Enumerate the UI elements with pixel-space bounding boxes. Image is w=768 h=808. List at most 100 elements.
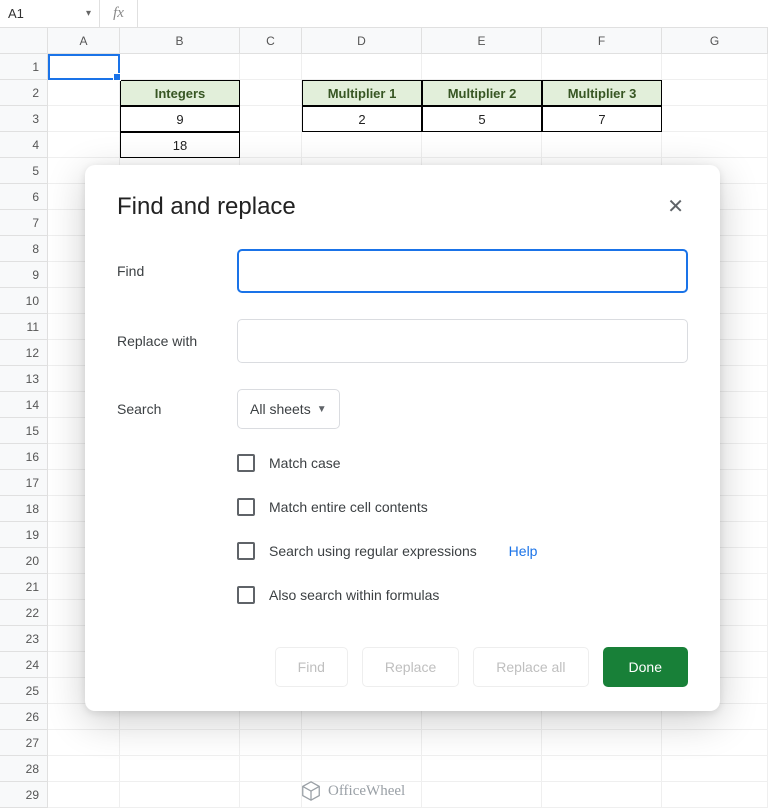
check-match-case[interactable] xyxy=(237,454,255,472)
cell-C3[interactable] xyxy=(240,106,302,132)
corner-select-all[interactable] xyxy=(0,28,48,54)
cell-C29[interactable] xyxy=(240,782,302,808)
cell-A29[interactable] xyxy=(48,782,120,808)
cell-B29[interactable] xyxy=(120,782,240,808)
row-header-24[interactable]: 24 xyxy=(0,652,48,678)
cell-D3[interactable]: 2 xyxy=(302,106,422,132)
cell-B3[interactable]: 9 xyxy=(120,106,240,132)
cell-A2[interactable] xyxy=(48,80,120,106)
cell-G29[interactable] xyxy=(662,782,768,808)
cell-G2[interactable] xyxy=(662,80,768,106)
cell-A4[interactable] xyxy=(48,132,120,158)
col-header-C[interactable]: C xyxy=(240,28,302,54)
done-button[interactable]: Done xyxy=(603,647,688,687)
row-header-20[interactable]: 20 xyxy=(0,548,48,574)
col-header-D[interactable]: D xyxy=(302,28,422,54)
row-header-8[interactable]: 8 xyxy=(0,236,48,262)
row-header-9[interactable]: 9 xyxy=(0,262,48,288)
row-header-6[interactable]: 6 xyxy=(0,184,48,210)
cell-C28[interactable] xyxy=(240,756,302,782)
close-icon[interactable]: ✕ xyxy=(663,193,688,221)
row-header-2[interactable]: 2 xyxy=(0,80,48,106)
cell-E27[interactable] xyxy=(422,730,542,756)
row-header-11[interactable]: 11 xyxy=(0,314,48,340)
name-box[interactable]: A1 ▾ xyxy=(0,0,100,27)
cell-C1[interactable] xyxy=(240,54,302,80)
cell-F4[interactable] xyxy=(542,132,662,158)
cell-E28[interactable] xyxy=(422,756,542,782)
row-header-27[interactable]: 27 xyxy=(0,730,48,756)
row-header-12[interactable]: 12 xyxy=(0,340,48,366)
cell-D4[interactable] xyxy=(302,132,422,158)
cell-E3[interactable]: 5 xyxy=(422,106,542,132)
cell-F2[interactable]: Multiplier 3 xyxy=(542,80,662,106)
cell-F27[interactable] xyxy=(542,730,662,756)
cell-A27[interactable] xyxy=(48,730,120,756)
row-header-14[interactable]: 14 xyxy=(0,392,48,418)
row-header-25[interactable]: 25 xyxy=(0,678,48,704)
check-regex[interactable] xyxy=(237,542,255,560)
cell-G27[interactable] xyxy=(662,730,768,756)
col-header-E[interactable]: E xyxy=(422,28,542,54)
row-header-29[interactable]: 29 xyxy=(0,782,48,808)
cell-F3[interactable]: 7 xyxy=(542,106,662,132)
col-header-G[interactable]: G xyxy=(662,28,768,54)
row-header-3[interactable]: 3 xyxy=(0,106,48,132)
col-header-F[interactable]: F xyxy=(542,28,662,54)
row-header-16[interactable]: 16 xyxy=(0,444,48,470)
cell-D1[interactable] xyxy=(302,54,422,80)
row-header-1[interactable]: 1 xyxy=(0,54,48,80)
cell-G28[interactable] xyxy=(662,756,768,782)
cell-F1[interactable] xyxy=(542,54,662,80)
cell-C2[interactable] xyxy=(240,80,302,106)
check-match-entire[interactable] xyxy=(237,498,255,516)
cell-E4[interactable] xyxy=(422,132,542,158)
cell-F28[interactable] xyxy=(542,756,662,782)
cell-E2[interactable]: Multiplier 2 xyxy=(422,80,542,106)
cell-B1[interactable] xyxy=(120,54,240,80)
formula-input[interactable] xyxy=(138,0,768,27)
cell-A3[interactable] xyxy=(48,106,120,132)
row-header-7[interactable]: 7 xyxy=(0,210,48,236)
regex-help-link[interactable]: Help xyxy=(509,543,538,559)
col-header-A[interactable]: A xyxy=(48,28,120,54)
cell-D27[interactable] xyxy=(302,730,422,756)
cell-C4[interactable] xyxy=(240,132,302,158)
row-header-26[interactable]: 26 xyxy=(0,704,48,730)
cell-B4[interactable]: 18 xyxy=(120,132,240,158)
replace-input[interactable] xyxy=(237,319,688,363)
check-formulas[interactable] xyxy=(237,586,255,604)
cell-G4[interactable] xyxy=(662,132,768,158)
row-header-4[interactable]: 4 xyxy=(0,132,48,158)
cell-G1[interactable] xyxy=(662,54,768,80)
row-header-15[interactable]: 15 xyxy=(0,418,48,444)
replace-all-button[interactable]: Replace all xyxy=(473,647,588,687)
row-header-10[interactable]: 10 xyxy=(0,288,48,314)
row-header-22[interactable]: 22 xyxy=(0,600,48,626)
cell-B28[interactable] xyxy=(120,756,240,782)
row-header-13[interactable]: 13 xyxy=(0,366,48,392)
row-header-5[interactable]: 5 xyxy=(0,158,48,184)
cell-A28[interactable] xyxy=(48,756,120,782)
cell-F29[interactable] xyxy=(542,782,662,808)
row-header-18[interactable]: 18 xyxy=(0,496,48,522)
cell-G3[interactable] xyxy=(662,106,768,132)
cell-E29[interactable] xyxy=(422,782,542,808)
cell-A1[interactable] xyxy=(48,54,120,80)
search-scope-select[interactable]: All sheets ▼ xyxy=(237,389,340,429)
replace-button[interactable]: Replace xyxy=(362,647,459,687)
row-header-28[interactable]: 28 xyxy=(0,756,48,782)
row-header-23[interactable]: 23 xyxy=(0,626,48,652)
row-header-19[interactable]: 19 xyxy=(0,522,48,548)
row-header-17[interactable]: 17 xyxy=(0,470,48,496)
cell-C27[interactable] xyxy=(240,730,302,756)
cell-D2[interactable]: Multiplier 1 xyxy=(302,80,422,106)
col-header-B[interactable]: B xyxy=(120,28,240,54)
find-button[interactable]: Find xyxy=(275,647,348,687)
cell-B2[interactable]: Integers xyxy=(120,80,240,106)
cell-D28[interactable] xyxy=(302,756,422,782)
cell-B27[interactable] xyxy=(120,730,240,756)
cell-E1[interactable] xyxy=(422,54,542,80)
row-header-21[interactable]: 21 xyxy=(0,574,48,600)
find-input[interactable] xyxy=(237,249,688,293)
